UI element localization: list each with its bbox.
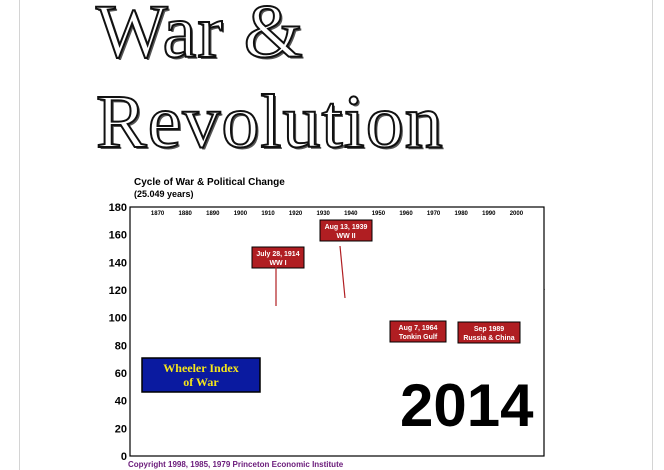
x-tick-label: 1880 [179, 211, 193, 217]
y-tick-label: 140 [109, 257, 127, 269]
annotation-layer: July 28, 1914 WW I Aug 13, 1939 WW II Aug 7,… [251, 219, 521, 344]
event-annotation: Aug 13, 1939 WW II [319, 219, 373, 299]
y-tick-label: 60 [115, 368, 127, 380]
annotation-event: WW II [336, 233, 355, 240]
y-tick-label: 160 [109, 230, 127, 242]
y-tick-label: 180 [109, 202, 127, 214]
war-cycle-chart: Cycle of War & Political Change (25.049 … [109, 177, 545, 469]
year-2014-label: 2014 [400, 372, 534, 439]
annotation-event: Russia & China [463, 335, 514, 342]
x-tick-label: 1930 [317, 211, 331, 217]
x-tick-label: 1980 [455, 211, 469, 217]
legend-line-2: of War [183, 375, 219, 389]
annotation-event: Tonkin Gulf [399, 334, 438, 341]
annotation-box [319, 219, 373, 242]
annotation-date: Sep 1989 [474, 326, 504, 333]
annotation-date: July 28, 1914 [256, 251, 299, 258]
copyright-notice: Copyright 1998, 1985, 1979 Princeton Eco… [128, 460, 344, 469]
x-tick-label: 1910 [261, 211, 275, 217]
event-annotation: Aug 7, 1964 Tonkin Gulf [389, 320, 447, 343]
x-tick-label: 1940 [344, 211, 358, 217]
event-annotation: Sep 1989 Russia & China [457, 321, 521, 344]
y-tick-label: 120 [109, 285, 127, 297]
y-tick-label: 80 [115, 340, 127, 352]
event-annotation: July 28, 1914 WW I [251, 246, 305, 306]
x-tick-label: 1900 [234, 211, 248, 217]
x-tick-label: 1990 [482, 211, 496, 217]
x-tick-label: 1870 [151, 211, 165, 217]
annotation-box [389, 320, 447, 343]
legend-box [141, 357, 261, 393]
page-border [19, 0, 653, 470]
y-tick-label: 40 [115, 396, 127, 408]
x-tick-label: 1960 [399, 211, 413, 217]
legend-line-1: Wheeler Index [163, 361, 238, 375]
x-tick-label: 2000 [510, 211, 524, 217]
page-title-line-1: War & [95, 0, 304, 74]
annotation-pointer [339, 245, 346, 299]
annotation-box [457, 321, 521, 344]
y-tick-label: 20 [115, 423, 127, 435]
annotation-date: Aug 7, 1964 [399, 325, 438, 332]
x-tick-label: 1950 [372, 211, 386, 217]
y-tick-label: 0 [121, 451, 127, 463]
x-tick-label: 1970 [427, 211, 441, 217]
page-title-line-2: Revolution [95, 80, 444, 164]
annotation-event: WW I [269, 260, 286, 267]
chart-title: Cycle of War & Political Change [134, 177, 285, 188]
annotation-date: Aug 13, 1939 [325, 224, 368, 231]
y-tick-label: 100 [109, 313, 127, 325]
chart-subtitle: (25.049 years) [134, 189, 194, 199]
annotation-box [251, 246, 305, 269]
x-tick-label: 1920 [289, 211, 303, 217]
x-tick-label: 1890 [206, 211, 220, 217]
